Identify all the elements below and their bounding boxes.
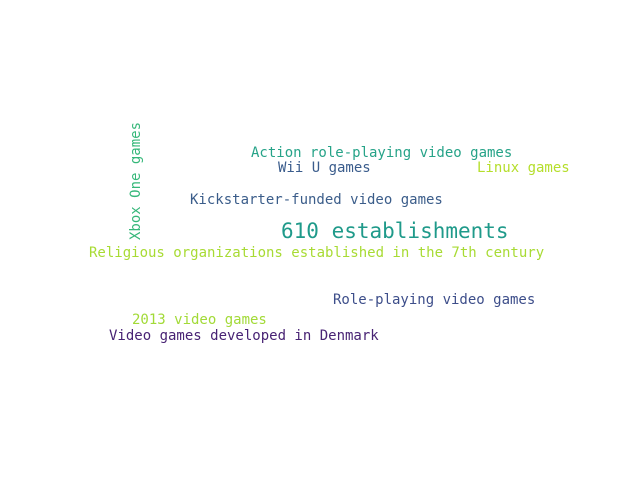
word-role-playing-video-games: Role-playing video games [333, 292, 536, 308]
word-kickstarter-funded-video-games: Kickstarter-funded video games [190, 192, 443, 208]
word-2013-video-games: 2013 video games [132, 312, 267, 328]
word-wii-u-games: Wii U games [278, 160, 371, 176]
word-linux-games: Linux games [477, 160, 570, 176]
word-610-establishments: 610 establishments [281, 219, 509, 243]
word-video-games-developed-in-denmark: Video games developed in Denmark [109, 328, 379, 344]
word-religious-organizations-7th-century: Religious organizations established in t… [89, 245, 545, 261]
word-action-role-playing-video-games: Action role-playing video games [251, 145, 513, 161]
word-xbox-one-games: Xbox One games [128, 121, 144, 240]
